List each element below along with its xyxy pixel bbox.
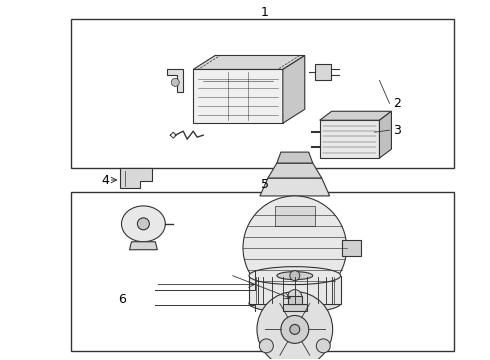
Polygon shape [379, 111, 392, 158]
Circle shape [290, 324, 300, 334]
Text: 4: 4 [101, 174, 109, 186]
Polygon shape [193, 69, 283, 123]
Polygon shape [342, 240, 361, 256]
Polygon shape [283, 55, 305, 123]
Polygon shape [121, 168, 152, 188]
Ellipse shape [277, 272, 313, 280]
Polygon shape [129, 242, 157, 250]
Polygon shape [319, 111, 392, 120]
Circle shape [288, 289, 302, 303]
Circle shape [290, 271, 300, 280]
Ellipse shape [249, 267, 341, 285]
Circle shape [137, 218, 149, 230]
Ellipse shape [249, 294, 341, 312]
Text: 2: 2 [393, 97, 401, 110]
Polygon shape [288, 296, 302, 303]
Polygon shape [283, 303, 307, 311]
Text: 3: 3 [393, 124, 401, 137]
Text: 6: 6 [119, 293, 126, 306]
Polygon shape [275, 206, 315, 226]
Polygon shape [193, 55, 305, 69]
Polygon shape [260, 178, 330, 196]
Polygon shape [277, 152, 313, 163]
Circle shape [259, 339, 273, 353]
Polygon shape [167, 69, 183, 92]
Circle shape [243, 196, 346, 300]
Polygon shape [268, 163, 322, 178]
Circle shape [317, 339, 330, 353]
Polygon shape [315, 64, 331, 80]
Text: 5: 5 [261, 179, 269, 192]
Circle shape [172, 78, 179, 86]
Polygon shape [319, 120, 379, 158]
Circle shape [257, 292, 333, 360]
Ellipse shape [122, 206, 165, 242]
Text: 1: 1 [261, 6, 269, 19]
Polygon shape [249, 276, 341, 303]
Circle shape [281, 315, 309, 343]
